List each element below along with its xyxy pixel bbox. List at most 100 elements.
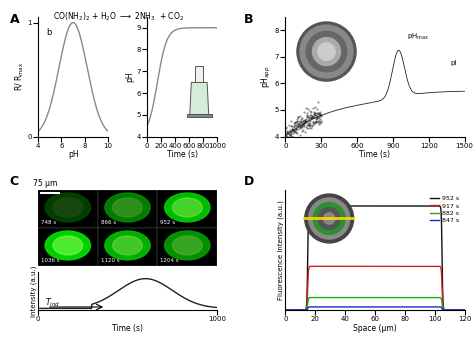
Point (301, 129, 309, 134)
Y-axis label: R/ R$_{max}$: R/ R$_{max}$ (13, 62, 26, 91)
Circle shape (53, 236, 83, 255)
Point (295, 122, 303, 127)
Point (303, 111, 311, 116)
Y-axis label: pH: pH (126, 71, 135, 82)
Point (302, 124, 310, 130)
Point (302, 120, 310, 125)
Point (315, 115, 322, 120)
Point (300, 121, 308, 127)
882 s (283, 308, 288, 312)
FancyBboxPatch shape (157, 190, 217, 228)
Point (299, 121, 307, 126)
Point (296, 132, 303, 138)
Point (308, 113, 316, 119)
952 s (380, 204, 385, 208)
Point (289, 128, 297, 133)
Point (299, 120, 307, 125)
Point (303, 114, 310, 120)
Point (305, 115, 313, 120)
Point (313, 114, 321, 120)
Point (308, 115, 315, 120)
Point (301, 119, 309, 125)
952 s (462, 308, 467, 312)
Point (312, 119, 320, 124)
Point (307, 125, 315, 130)
Point (307, 123, 314, 128)
952 s (368, 204, 374, 208)
Point (303, 114, 310, 119)
Text: 1120 s: 1120 s (100, 258, 119, 263)
Point (302, 119, 310, 124)
Point (308, 123, 316, 128)
Point (287, 133, 295, 139)
X-axis label: Time (s): Time (s) (112, 324, 143, 333)
Point (316, 120, 324, 125)
Point (295, 136, 302, 142)
Text: 866 s: 866 s (100, 220, 116, 225)
Point (292, 125, 300, 130)
917 s (458, 308, 464, 312)
Point (309, 114, 316, 119)
847 s (319, 305, 324, 309)
917 s (462, 308, 467, 312)
Point (305, 117, 313, 122)
Text: $T_{ind}$: $T_{ind}$ (45, 297, 60, 309)
Point (312, 119, 319, 125)
Point (303, 123, 311, 128)
Point (314, 111, 321, 116)
Point (290, 120, 298, 126)
847 s (283, 308, 288, 312)
Point (305, 123, 313, 128)
917 s (283, 308, 288, 312)
Point (311, 119, 319, 125)
Point (310, 109, 318, 114)
Point (299, 122, 306, 128)
Point (284, 134, 292, 140)
Text: D: D (244, 175, 255, 188)
917 s (369, 264, 374, 268)
Point (282, 134, 289, 140)
Point (291, 129, 299, 134)
952 s (369, 204, 374, 208)
Line: 847 s: 847 s (285, 307, 465, 310)
Point (312, 116, 319, 121)
Point (317, 111, 324, 117)
Point (284, 129, 292, 134)
Point (316, 122, 323, 127)
Point (291, 122, 299, 127)
Point (306, 121, 314, 126)
Point (292, 130, 300, 135)
Point (286, 127, 294, 132)
847 s (430, 305, 436, 309)
Point (305, 120, 312, 125)
Line: 917 s: 917 s (285, 266, 465, 310)
Point (294, 123, 302, 128)
882 s (369, 296, 374, 300)
Point (302, 105, 310, 111)
Point (292, 119, 300, 124)
Point (317, 119, 325, 125)
917 s (380, 264, 385, 268)
Point (288, 134, 296, 140)
Point (316, 112, 324, 118)
Point (295, 114, 302, 120)
Point (311, 113, 319, 118)
917 s (319, 264, 324, 268)
882 s (462, 308, 467, 312)
Point (313, 106, 321, 112)
Point (297, 124, 304, 129)
847 s (380, 305, 385, 309)
Point (294, 121, 301, 127)
Text: pI: pI (450, 60, 456, 66)
Legend: 952 s, 917 s, 882 s, 847 s: 952 s, 917 s, 882 s, 847 s (428, 193, 461, 225)
Point (305, 125, 312, 131)
Point (306, 122, 313, 127)
Y-axis label: Fluorescence Intensity (a.u.): Fluorescence Intensity (a.u.) (277, 200, 284, 300)
Point (290, 124, 298, 129)
Point (295, 124, 303, 129)
Circle shape (173, 236, 202, 255)
FancyBboxPatch shape (98, 190, 157, 228)
Point (298, 120, 305, 126)
Point (309, 119, 317, 125)
Point (309, 114, 317, 119)
